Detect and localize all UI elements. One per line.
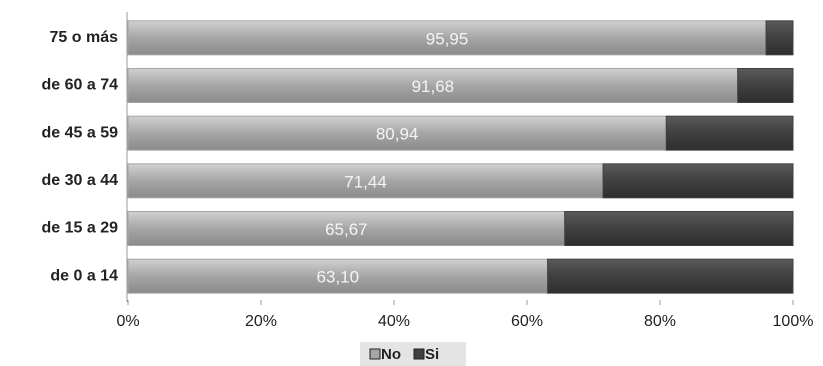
value-label: 91,68: [412, 77, 455, 96]
bar-segment: [127, 258, 549, 294]
value-label: 80,94: [376, 125, 419, 144]
bar-segment: [547, 258, 794, 294]
legend-swatch: [369, 348, 381, 360]
value-label: 63,10: [317, 268, 360, 287]
bar-segment: [665, 115, 794, 151]
bar-segment: [127, 163, 604, 199]
y-tick-label: de 30 a 44: [42, 172, 119, 189]
x-tick-label: 100%: [773, 313, 814, 330]
bar-segment: [737, 68, 794, 103]
x-tick-label: 80%: [644, 313, 676, 330]
bar-segment: [564, 211, 794, 246]
x-tick-label: 40%: [378, 313, 410, 330]
x-tick-label: 0%: [116, 313, 139, 330]
legend-swatch: [413, 348, 425, 360]
x-tick-label: 60%: [511, 313, 543, 330]
x-tick-label: 20%: [245, 313, 277, 330]
bar-segment: [765, 20, 794, 56]
value-label: 95,95: [426, 29, 469, 48]
legend-label: Si: [425, 346, 439, 363]
legend-label: No: [381, 346, 401, 363]
bar-segment: [127, 68, 739, 103]
bar-segment: [127, 211, 566, 246]
bar-segment: [602, 163, 794, 199]
value-label: 65,67: [325, 220, 368, 239]
y-tick-label: de 0 a 14: [50, 267, 118, 284]
y-tick-label: de 60 a 74: [42, 77, 119, 94]
y-tick-label: 75 o más: [50, 29, 119, 46]
value-label: 71,44: [344, 172, 387, 191]
bar-segment: [127, 115, 667, 151]
y-tick-label: de 15 a 29: [42, 220, 119, 237]
y-tick-label: de 45 a 59: [42, 124, 119, 141]
